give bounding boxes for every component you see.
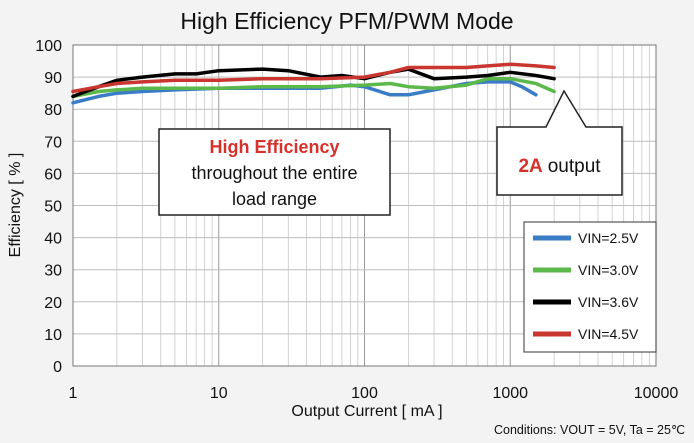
legend-label: VIN=3.6V	[578, 294, 639, 310]
callout-shape	[496, 89, 623, 196]
legend-label: VIN=4.5V	[578, 326, 639, 342]
callout-label: output	[548, 156, 602, 177]
series-lines	[71, 62, 556, 105]
legend-items: VIN=2.5V VIN=3.0V VIN=3.6V VIN=4.5V	[533, 230, 639, 342]
y-tick-label: 30	[44, 263, 62, 280]
y-tick-label: 70	[44, 134, 62, 151]
conditions-footnote: Conditions: VOUT = 5V, Ta = 25℃	[494, 423, 685, 437]
series-line-vin-3-0v	[71, 76, 556, 99]
x-tick-label: 10000	[634, 385, 679, 402]
y-tick-label: 10	[44, 327, 62, 344]
y-tick-label: 50	[44, 199, 62, 216]
y-tick-label: 40	[44, 231, 62, 248]
legend-label: VIN=3.0V	[578, 262, 639, 278]
y-tick-label: 90	[44, 70, 62, 87]
x-tick-label: 10	[210, 385, 228, 402]
callout-highlight: 2A	[518, 156, 543, 177]
series-line-vin-3-6v	[71, 67, 556, 99]
annotation-box	[158, 128, 391, 216]
annotation-highlight: High Efficiency	[209, 137, 339, 157]
legend: VIN=2.5V VIN=3.0V VIN=3.6V VIN=4.5V	[523, 221, 657, 353]
x-tick-label: 100	[351, 385, 378, 402]
annotation-line: throughout the entire	[191, 163, 357, 183]
callout-text: 2A output	[518, 156, 601, 177]
y-tick-label: 60	[44, 166, 62, 183]
annotation-line: load range	[232, 189, 317, 209]
annotation-high-efficiency: High Efficiency throughout the entire lo…	[158, 128, 391, 216]
plot-frame	[72, 44, 657, 367]
y-tick-label: 20	[44, 295, 62, 312]
y-tick-label: 100	[35, 38, 62, 55]
chart-title: High Efficiency PFM/PWM Mode	[180, 8, 513, 34]
series-line-vin-4-5v	[71, 62, 556, 94]
annotation-2a-output: 2A output	[496, 89, 623, 196]
legend-box	[523, 221, 657, 353]
y-axis-label: Efficiency [ % ]	[7, 153, 24, 258]
y-tick-label: 80	[44, 102, 62, 119]
x-tick-label: 1000	[492, 385, 528, 402]
y-tick-label: 0	[53, 359, 62, 376]
legend-label: VIN=2.5V	[578, 230, 639, 246]
x-tick-label: 1	[69, 385, 78, 402]
x-axis-label: Output Current [ mA ]	[291, 403, 442, 420]
